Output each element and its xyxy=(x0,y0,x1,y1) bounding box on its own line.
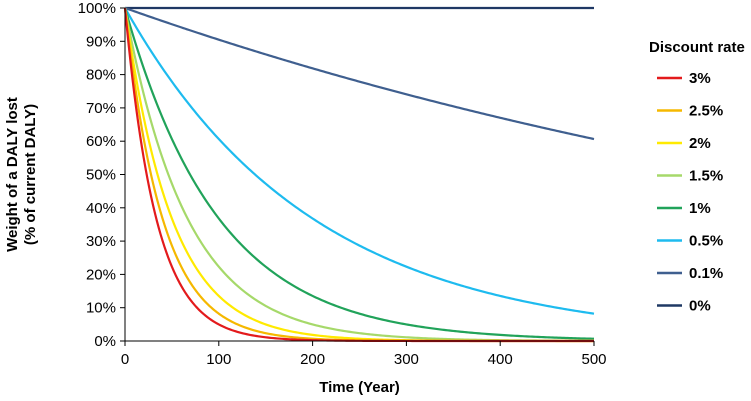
y-tick-label-6: 60% xyxy=(86,133,116,150)
legend-label-1: 2.5% xyxy=(689,103,723,120)
y-tick-label-7: 70% xyxy=(86,100,116,117)
plot-area xyxy=(123,6,595,343)
y-tick-label-10: 100% xyxy=(78,0,116,17)
x-tick-label-1: 100 xyxy=(206,351,231,368)
y-tick-label-5: 50% xyxy=(86,167,116,184)
y-tick-label-0: 0% xyxy=(94,333,116,350)
x-tick-label-0: 0 xyxy=(121,351,129,368)
legend: Discount rate 3% 2.5% 2% 1.5% 1% 0.5% 0.1% 0% xyxy=(649,39,745,315)
legend-label-3: 1.5% xyxy=(689,168,723,185)
axes: 0 100 200 300 400 500 0% 10% 20% 30% 40% 50% 60% 70% 8… xyxy=(78,0,607,368)
y-axis-title-line-1: Weight of a DALY lost xyxy=(4,97,21,252)
y-axis-title: Weight of a DALY lost (% of current DALY… xyxy=(4,97,39,252)
series-line-1 xyxy=(123,7,594,343)
y-tick-label-3: 30% xyxy=(86,233,116,250)
x-tick-label-2: 200 xyxy=(300,351,325,368)
y-tick-label-2: 20% xyxy=(86,266,116,283)
x-axis-title: Time (Year) xyxy=(319,379,400,396)
legend-label-0: 3% xyxy=(689,70,711,87)
legend-label-2: 2% xyxy=(689,135,711,152)
legend-label-5: 0.5% xyxy=(689,233,723,250)
y-axis-title-line-2: (% of current DALY) xyxy=(22,104,39,245)
legend-label-4: 1% xyxy=(689,200,711,217)
x-tick-label-5: 500 xyxy=(581,351,606,368)
y-tick-label-9: 90% xyxy=(86,33,116,50)
x-tick-label-3: 300 xyxy=(394,351,419,368)
y-tick-label-1: 10% xyxy=(86,300,116,317)
legend-label-6: 0.1% xyxy=(689,265,723,282)
legend-label-7: 0% xyxy=(689,298,711,315)
series-line-5 xyxy=(124,7,595,315)
series-line-4 xyxy=(123,7,595,340)
x-tick-label-4: 400 xyxy=(488,351,513,368)
y-tick-label-4: 40% xyxy=(86,200,116,217)
y-tick-label-8: 80% xyxy=(86,67,116,84)
series-line-6 xyxy=(124,6,595,141)
legend-title: Discount rate xyxy=(649,39,745,56)
